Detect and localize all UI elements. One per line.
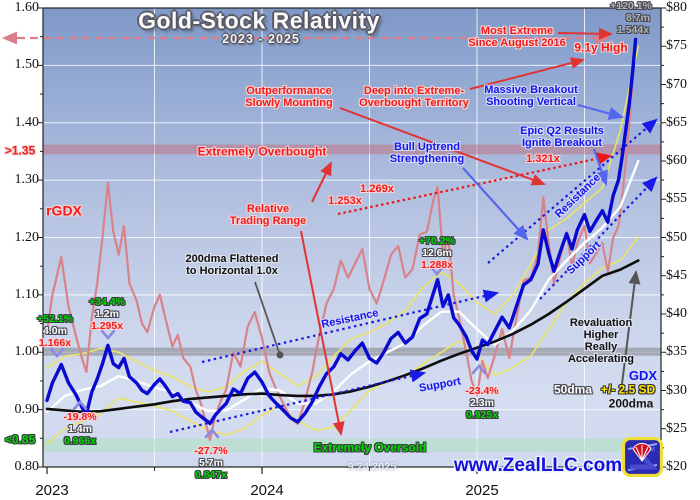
peak-marker	[49, 347, 65, 358]
right-axis-tick-label: $70	[666, 76, 687, 92]
trough-marker	[471, 364, 487, 375]
right-axis-tick-label: $80	[666, 0, 687, 15]
right-axis-tick-label: $55	[666, 191, 687, 207]
right-axis-tick-label: $75	[666, 38, 687, 54]
left-axis-tick-label: 0.90	[14, 401, 40, 417]
right-axis-tick-label: $65	[666, 114, 687, 130]
right-axis-tick-label: $60	[666, 153, 687, 168]
left-axis-tick-label: 0.80	[14, 459, 40, 474]
right-axis-tick-label: $30	[666, 382, 687, 398]
website-watermark-link[interactable]: www.ZealLLC.com	[453, 455, 623, 476]
x-axis-year-label: 2024	[250, 482, 284, 499]
left-axis-tick-label: 1.50	[14, 57, 40, 73]
x-axis-year-label: 2025	[465, 482, 499, 499]
right-axis-tick-label: $45	[666, 267, 687, 283]
trough-marker	[72, 400, 88, 411]
zeal-logo	[622, 437, 663, 477]
series-gdx	[45, 37, 638, 426]
series-rgdx	[45, 38, 637, 442]
left-axis-tick-label: 1.20	[14, 229, 40, 245]
dma-parity-band	[43, 347, 661, 356]
peak-marker	[429, 265, 445, 276]
right-axis-tick-label: $20	[666, 459, 687, 474]
left-axis-tick-label: 1.40	[14, 114, 40, 130]
extremely-overbought-band	[43, 144, 661, 155]
extremely-oversold-band	[43, 438, 661, 453]
series-gdx-50dma	[45, 159, 640, 414]
left-axis-tick-label: 1.30	[14, 172, 40, 188]
left-axis-tick-label: 1.00	[14, 344, 40, 360]
right-axis-tick-label: $40	[666, 306, 687, 321]
left-axis-tick-label: 1.10	[14, 286, 40, 302]
trough-marker	[204, 428, 220, 439]
series--2-5-sd-band	[46, 45, 640, 393]
left-axis-tick-label: 1.60	[14, 0, 40, 15]
right-axis-tick-label: $25	[666, 420, 687, 436]
x-axis-year-label: 2023	[35, 482, 69, 499]
series-gdx-200dma	[45, 259, 640, 414]
right-axis-tick-label: $50	[666, 229, 687, 245]
peak-marker	[100, 329, 116, 340]
series--2-5-sd-band	[46, 236, 640, 445]
chart-subtitle: 2023 - 2025	[222, 32, 300, 46]
chart-title: Gold-Stock Relativity	[138, 7, 380, 34]
right-axis-tick-label: $35	[666, 344, 687, 360]
